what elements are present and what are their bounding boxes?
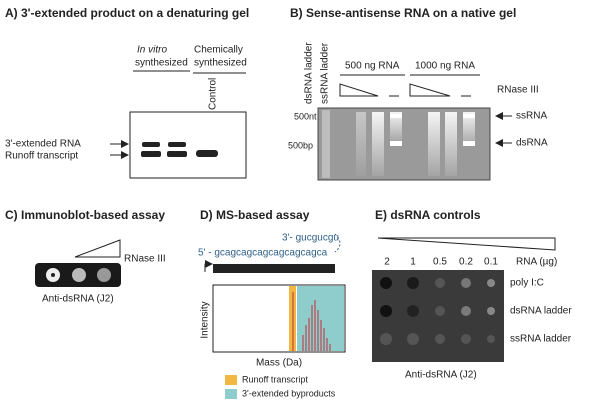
gradient-triangle [377, 237, 556, 251]
group-label: synthesized [135, 58, 188, 69]
legend-swatch [225, 375, 237, 385]
panel-title: B) Sense-antisense RNA on a native gel [290, 6, 516, 20]
row-label: poly I:C [510, 278, 544, 289]
dots [46, 268, 111, 282]
size-marker: 500bp [288, 140, 313, 150]
y-axis-label: Intensity [200, 301, 211, 338]
row-label: ssRNA ladder [510, 334, 572, 345]
spectrum-peaks [292, 292, 331, 351]
dots [380, 277, 495, 345]
legend-swatch [225, 389, 237, 399]
band-label: 3'-extended RNA [5, 139, 81, 150]
gradient-triangle [339, 83, 379, 97]
start-arrow [204, 260, 213, 272]
overhang: 3'- gucgucgu [282, 233, 339, 244]
group-label: 500 ng RNA [345, 61, 400, 72]
row-label: dsRNA ladder [510, 306, 572, 317]
panel-title: A) 3'-extended product on a denaturing g… [5, 6, 249, 20]
band-label: ssRNA [516, 111, 547, 122]
amount: 1 [410, 257, 416, 268]
panel-title: D) MS-based assay [200, 208, 310, 222]
treatment-label: RNase III [497, 85, 539, 96]
gel [317, 107, 491, 181]
panel-title: E) dsRNA controls [375, 208, 481, 222]
treatment-label: RNase III [124, 254, 166, 265]
bands [141, 142, 218, 157]
x-axis-label: Mass (Da) [256, 358, 302, 369]
panel-title: C) Immunoblot-based assay [5, 208, 165, 222]
amount-label: RNA (µg) [516, 257, 557, 268]
lane-label: dsRNA ladder [304, 42, 315, 104]
gradient-triangle [74, 239, 121, 258]
group-label: Chemically [194, 45, 243, 56]
band-label: Runoff transcript [5, 151, 78, 162]
sequence: 5' - gcagcagcagcagcagcagca [198, 248, 328, 259]
group-label: synthesized [194, 58, 247, 69]
amount: 0.1 [484, 257, 498, 268]
lane-label: Control [208, 78, 219, 110]
lane-label: ssRNA ladder [320, 42, 331, 104]
group-label: 1000 ng RNA [415, 61, 475, 72]
band-label: dsRNA [516, 138, 548, 149]
size-marker: 500nt [294, 111, 317, 121]
antibody-label: Anti-dsRNA (J2) [405, 370, 477, 381]
legend-label: 3'-extended byproducts [242, 388, 336, 398]
lanes [322, 110, 475, 178]
legend-label: Runoff transcript [242, 374, 308, 384]
amount: 0.5 [433, 257, 447, 268]
amount: 2 [384, 257, 390, 268]
group-label: In vitro [137, 45, 167, 56]
amount: 0.2 [459, 257, 473, 268]
antibody-label: Anti-dsRNA (J2) [42, 294, 114, 305]
template-bar [213, 264, 335, 273]
gradient-triangle [409, 83, 451, 97]
